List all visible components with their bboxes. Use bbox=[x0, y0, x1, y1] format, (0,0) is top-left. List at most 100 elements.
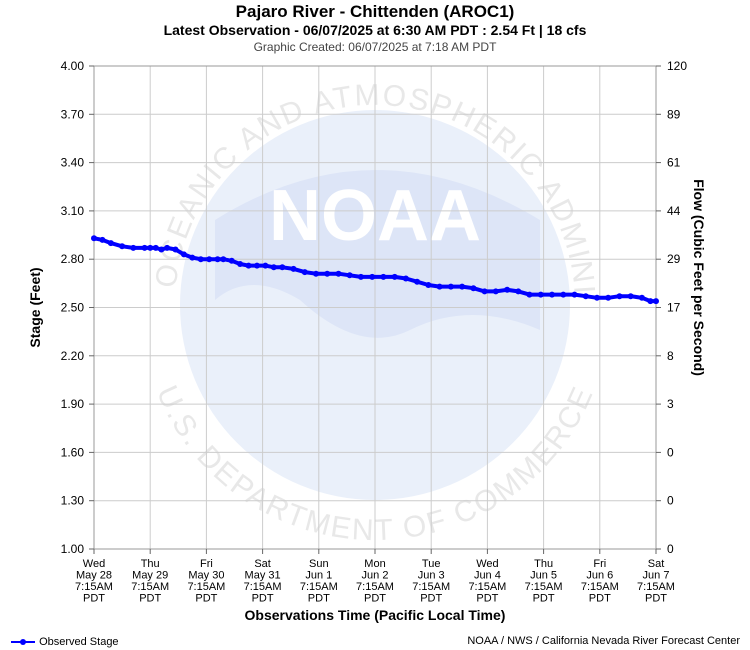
data-point bbox=[119, 243, 126, 250]
data-point bbox=[515, 288, 522, 295]
y-axis-label: Stage (Feet) bbox=[27, 267, 43, 347]
y2-tick-label: 0 bbox=[667, 542, 674, 556]
y-tick-label: 1.30 bbox=[61, 494, 85, 508]
data-point bbox=[152, 244, 159, 251]
data-point bbox=[245, 262, 252, 269]
y-tick-label: 3.40 bbox=[61, 156, 85, 170]
x-tick-label: Sat Jun 7 7:15AM PDT bbox=[637, 558, 675, 605]
y2-tick-label: 61 bbox=[667, 156, 681, 170]
y2-tick-label: 0 bbox=[667, 494, 674, 508]
data-point bbox=[391, 273, 398, 280]
y-tick-label: 3.70 bbox=[61, 107, 85, 121]
x-tick-label: Mon Jun 2 7:15AM PDT bbox=[356, 558, 394, 605]
x-tick-label: Thu May 29 7:15AM PDT bbox=[131, 558, 169, 605]
data-point bbox=[197, 256, 204, 263]
latest-observation: Latest Observation - 06/07/2025 at 6:30 … bbox=[163, 22, 587, 38]
y2-tick-label: 29 bbox=[667, 252, 681, 266]
chart-title: Pajaro River - Chittenden (AROC1) bbox=[235, 2, 515, 21]
series-line bbox=[92, 236, 658, 304]
data-point bbox=[638, 294, 645, 301]
legend-label: Observed Stage bbox=[39, 636, 119, 648]
data-point bbox=[228, 257, 235, 264]
x-tick-label: Sat May 31 7:15AM PDT bbox=[244, 558, 282, 605]
y2-tick-label: 44 bbox=[667, 204, 681, 218]
data-point bbox=[605, 294, 612, 301]
data-point bbox=[91, 235, 97, 242]
data-point bbox=[254, 262, 260, 269]
y2-tick-label: 120 bbox=[667, 59, 687, 73]
y-tick-label: 1.60 bbox=[61, 445, 85, 459]
data-point bbox=[447, 283, 454, 290]
y-tick-label: 2.20 bbox=[61, 349, 85, 363]
x-tick-label: Wed Jun 4 7:15AM PDT bbox=[468, 558, 506, 605]
data-point bbox=[279, 264, 286, 271]
data-point bbox=[459, 283, 466, 290]
x-axis-label: Observations Time (Pacific Local Time) bbox=[245, 607, 506, 623]
data-point bbox=[206, 256, 213, 263]
x-axis: Wed May 28 7:15AM PDT Thu May 29 7:15AM PDT Fri M… bbox=[75, 549, 675, 605]
data-point bbox=[616, 293, 623, 300]
chart-grid bbox=[93, 65, 657, 550]
data-point bbox=[180, 251, 187, 258]
x-tick-label: Fri Jun 6 7:15AM PDT bbox=[581, 558, 619, 605]
y-tick-label: 1.90 bbox=[61, 397, 85, 411]
data-point bbox=[560, 291, 567, 298]
data-point bbox=[290, 265, 297, 272]
x-tick-label: Wed May 28 7:15AM PDT bbox=[75, 558, 113, 605]
data-point bbox=[324, 270, 331, 277]
data-point bbox=[526, 291, 533, 298]
data-point bbox=[237, 261, 244, 267]
data-point bbox=[549, 291, 555, 298]
data-point bbox=[301, 269, 308, 276]
data-point bbox=[425, 282, 432, 288]
data-point bbox=[470, 285, 477, 292]
data-point bbox=[492, 288, 499, 295]
data-point bbox=[141, 244, 148, 251]
data-point bbox=[147, 244, 154, 251]
data-point bbox=[130, 244, 137, 251]
data-point bbox=[627, 293, 634, 300]
data-point bbox=[571, 291, 578, 298]
y-tick-label: 1.00 bbox=[61, 542, 85, 556]
credit-text: NOAA / NWS / California Nevada River For… bbox=[467, 635, 740, 647]
data-point bbox=[357, 273, 364, 280]
data-point bbox=[504, 286, 511, 293]
data-point bbox=[107, 240, 114, 247]
data-point bbox=[369, 273, 376, 280]
data-point bbox=[99, 236, 106, 243]
data-point bbox=[220, 256, 227, 263]
data-point bbox=[214, 256, 221, 263]
legend: Observed Stage bbox=[10, 636, 119, 648]
data-point bbox=[189, 254, 196, 261]
y2-tick-label: 0 bbox=[667, 445, 674, 459]
y-tick-label: 4.00 bbox=[61, 59, 85, 73]
data-point bbox=[335, 270, 342, 277]
x-tick-label: Thu Jun 5 7:15AM PDT bbox=[525, 558, 563, 605]
data-point bbox=[380, 273, 387, 280]
data-point bbox=[313, 270, 319, 277]
y2-tick-label: 89 bbox=[667, 107, 681, 121]
data-point bbox=[270, 264, 277, 271]
data-point bbox=[582, 293, 589, 300]
noaa-watermark-logo: NOAA NATIONAL OCEANIC AND ATMOSPHERIC AD… bbox=[0, 0, 599, 547]
y-tick-label: 2.50 bbox=[61, 301, 85, 315]
legend-line-marker bbox=[11, 639, 35, 646]
data-point bbox=[436, 283, 443, 290]
data-point bbox=[481, 288, 488, 295]
data-point bbox=[653, 298, 659, 305]
data-point bbox=[158, 246, 165, 253]
x-tick-label: Fri May 30 7:15AM PDT bbox=[187, 558, 225, 605]
data-point bbox=[172, 246, 179, 253]
y2-tick-label: 3 bbox=[667, 397, 674, 411]
data-point bbox=[402, 275, 409, 282]
data-point bbox=[647, 298, 654, 305]
x-tick-label: Tue Jun 3 7:15AM PDT bbox=[412, 558, 450, 605]
data-point bbox=[537, 291, 544, 298]
y2-tick-label: 17 bbox=[667, 301, 681, 315]
graphic-created: Graphic Created: 06/07/2025 at 7:18 AM P… bbox=[253, 40, 497, 54]
series-observed-stage bbox=[91, 235, 659, 305]
x-tick-label: Sun Jun 1 7:15AM PDT bbox=[300, 558, 338, 605]
data-point bbox=[594, 294, 600, 301]
y-axis-left: 1.00 1.30 1.60 1.90 2.20 2.50 2.80 3.10 3.40 3.70… bbox=[61, 59, 94, 556]
